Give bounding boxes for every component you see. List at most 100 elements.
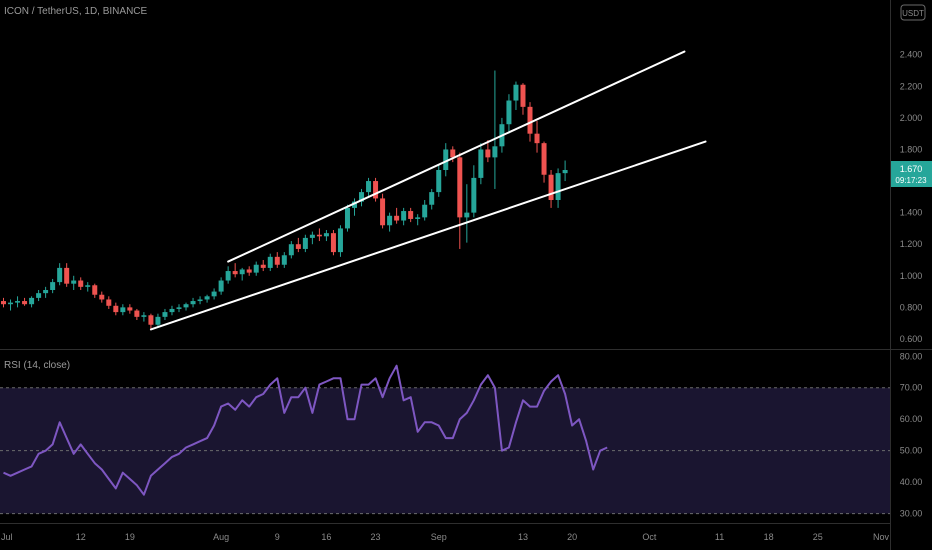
candle[interactable] — [64, 263, 70, 287]
candle[interactable] — [541, 141, 547, 183]
trendline-upper[interactable] — [227, 50, 686, 263]
trendlines[interactable] — [149, 50, 707, 331]
candle[interactable] — [134, 308, 140, 320]
candle[interactable] — [464, 184, 470, 243]
candle[interactable] — [457, 152, 463, 249]
candle[interactable] — [225, 266, 231, 284]
candle[interactable] — [359, 188, 365, 207]
candle[interactable] — [492, 70, 498, 189]
candle[interactable] — [232, 263, 238, 278]
candle[interactable] — [71, 275, 77, 290]
candle[interactable] — [373, 177, 379, 202]
candle-body — [429, 192, 435, 205]
candle[interactable] — [415, 214, 421, 226]
candle[interactable] — [85, 282, 91, 292]
currency-badge[interactable]: USDT — [900, 4, 926, 21]
candle[interactable] — [267, 253, 273, 272]
candle[interactable] — [520, 83, 526, 115]
candle[interactable] — [78, 277, 84, 290]
candle[interactable] — [429, 188, 435, 210]
candle[interactable] — [274, 252, 280, 268]
candle[interactable] — [127, 304, 133, 314]
candle-body — [373, 181, 379, 199]
candle[interactable] — [162, 308, 168, 320]
candle[interactable] — [260, 260, 266, 272]
candle[interactable] — [309, 231, 315, 245]
rsi-tick-label: 70.00 — [900, 383, 923, 393]
candle[interactable] — [394, 207, 400, 224]
candle[interactable] — [555, 168, 561, 208]
trendline-lower[interactable] — [149, 140, 707, 331]
price-tick-label: 1.800 — [900, 144, 923, 154]
candle[interactable] — [344, 204, 350, 232]
candle[interactable] — [323, 230, 329, 242]
candle[interactable] — [50, 278, 56, 294]
candle[interactable] — [211, 288, 217, 300]
candle[interactable] — [408, 207, 414, 223]
candle[interactable] — [197, 296, 203, 305]
candle[interactable] — [478, 143, 484, 185]
candle[interactable] — [176, 304, 182, 313]
candle[interactable] — [169, 305, 175, 316]
rsi-line[interactable] — [3, 364, 608, 496]
candle-body — [15, 301, 21, 303]
candle[interactable] — [506, 94, 512, 134]
candle[interactable] — [141, 312, 147, 322]
candle[interactable] — [443, 143, 449, 177]
candle[interactable] — [513, 81, 519, 110]
candle[interactable] — [22, 297, 28, 306]
candle[interactable] — [330, 230, 336, 256]
candle-body — [527, 106, 533, 134]
candle[interactable] — [15, 296, 21, 308]
candle[interactable] — [43, 286, 49, 298]
candle[interactable] — [387, 212, 393, 232]
candle[interactable] — [380, 193, 386, 229]
candle[interactable] — [148, 313, 154, 330]
candle[interactable] — [281, 252, 287, 268]
candle[interactable] — [190, 297, 196, 308]
candle[interactable] — [450, 146, 456, 163]
candle[interactable] — [218, 277, 224, 295]
candle-body — [8, 302, 14, 305]
candle[interactable] — [99, 291, 105, 303]
candle[interactable] — [120, 304, 126, 316]
candle[interactable] — [253, 261, 259, 276]
candle[interactable] — [337, 225, 343, 257]
candle[interactable] — [57, 263, 63, 286]
candle[interactable] — [36, 290, 42, 302]
candle[interactable] — [352, 198, 357, 216]
candle-body — [394, 215, 400, 221]
candle[interactable] — [8, 299, 14, 311]
candle[interactable] — [288, 241, 294, 259]
candle[interactable] — [29, 296, 35, 308]
candle[interactable] — [302, 234, 308, 253]
candle[interactable] — [562, 160, 568, 182]
candle[interactable] — [316, 228, 322, 242]
rsi-axis[interactable]: 80.00 70.00 60.00 50.00 40.00 30.00 — [900, 351, 923, 518]
rsi-tick-label: 40.00 — [900, 477, 923, 487]
candle[interactable] — [1, 297, 6, 308]
candle[interactable] — [422, 200, 428, 221]
candle[interactable] — [239, 267, 245, 281]
candle[interactable] — [183, 302, 189, 311]
candle-body — [309, 234, 315, 238]
candle-body — [302, 237, 308, 249]
candle-body — [113, 305, 119, 313]
time-axis[interactable]: Jul 12 19 Aug 9 16 23 Sep 13 20 Oct 11 18 25 Nov — [1, 532, 889, 542]
candle[interactable] — [401, 207, 407, 226]
candle-body — [239, 269, 245, 275]
candle[interactable] — [113, 302, 119, 316]
candle[interactable] — [485, 140, 491, 163]
candle[interactable] — [204, 294, 210, 303]
candle[interactable] — [106, 296, 112, 309]
candle[interactable] — [534, 121, 540, 153]
candle[interactable] — [155, 313, 161, 328]
candle[interactable] — [295, 237, 301, 253]
candle[interactable] — [548, 170, 554, 208]
candle[interactable] — [436, 165, 442, 197]
candle[interactable] — [366, 177, 372, 197]
candle[interactable] — [246, 266, 252, 276]
candle[interactable] — [471, 165, 477, 218]
candle[interactable] — [92, 283, 98, 298]
